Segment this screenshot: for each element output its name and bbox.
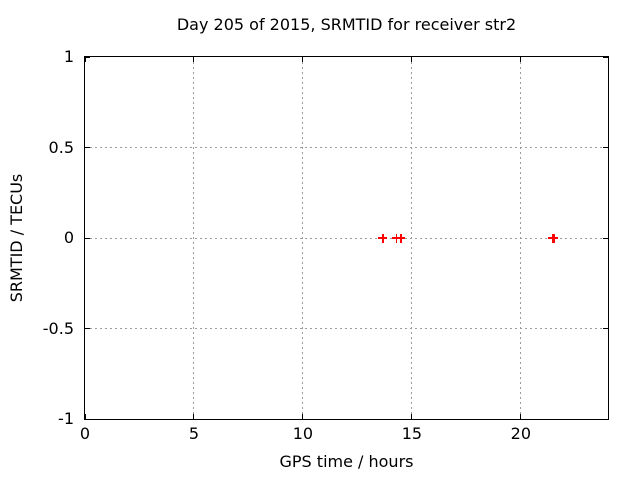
x-tick-label: 15 <box>401 424 423 443</box>
plot-area <box>84 56 609 420</box>
y-tick-mark-left <box>85 237 90 239</box>
x-tick-mark-bottom <box>302 414 304 419</box>
y-tick-mark-left <box>85 56 90 58</box>
grid-line-horizontal <box>85 147 608 148</box>
x-tick-label: 0 <box>79 424 91 443</box>
y-tick-mark-right <box>603 56 608 58</box>
data-point-marker <box>549 233 559 243</box>
x-axis-label: GPS time / hours <box>279 452 414 471</box>
grid-line-horizontal <box>85 237 608 239</box>
y-tick-mark-left <box>85 418 90 420</box>
data-point-marker <box>378 233 388 243</box>
grid-line-horizontal <box>85 328 608 329</box>
chart-title: Day 205 of 2015, SRMTID for receiver str… <box>176 15 517 34</box>
y-tick-mark-right <box>603 147 608 148</box>
y-tick-label: 1 <box>63 47 74 66</box>
data-point-marker <box>396 233 406 243</box>
x-tick-label: 20 <box>510 424 531 443</box>
x-tick-mark-top <box>302 57 304 62</box>
y-tick-label: 0.5 <box>48 137 74 157</box>
y-tick-mark-left <box>85 147 90 148</box>
x-tick-label: 5 <box>188 424 200 443</box>
marker-bar-vertical <box>553 233 555 243</box>
y-tick-mark-right <box>603 237 608 239</box>
y-tick-label: -0.5 <box>42 318 74 338</box>
x-tick-mark-top <box>520 57 522 62</box>
x-tick-mark-top <box>84 57 86 62</box>
y-tick-mark-right <box>603 328 608 329</box>
x-tick-mark-top <box>411 57 413 62</box>
y-tick-mark-left <box>85 328 90 329</box>
y-tick-label: -1 <box>58 409 74 428</box>
x-tick-mark-top <box>193 57 195 62</box>
x-tick-mark-bottom <box>84 414 86 419</box>
x-tick-mark-bottom <box>193 414 195 419</box>
x-tick-mark-bottom <box>411 414 413 419</box>
x-tick-mark-bottom <box>520 414 522 419</box>
marker-bar-vertical <box>400 233 402 243</box>
x-tick-label: 10 <box>292 424 314 443</box>
y-tick-mark-right <box>603 418 608 420</box>
y-tick-label: 0 <box>63 228 74 247</box>
marker-bar-vertical <box>382 233 384 243</box>
